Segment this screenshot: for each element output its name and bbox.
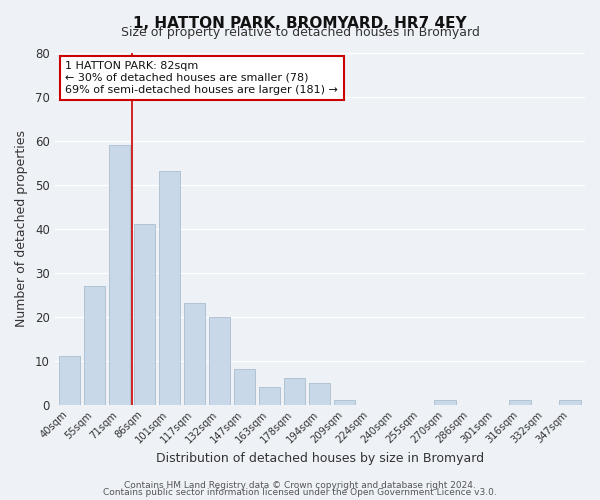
Bar xyxy=(209,316,230,404)
Y-axis label: Number of detached properties: Number of detached properties xyxy=(15,130,28,327)
Text: Size of property relative to detached houses in Bromyard: Size of property relative to detached ho… xyxy=(121,26,479,39)
Text: Contains public sector information licensed under the Open Government Licence v3: Contains public sector information licen… xyxy=(103,488,497,497)
Text: 1, HATTON PARK, BROMYARD, HR7 4EY: 1, HATTON PARK, BROMYARD, HR7 4EY xyxy=(133,16,467,31)
Bar xyxy=(59,356,80,405)
Bar xyxy=(109,145,130,405)
Text: Contains HM Land Registry data © Crown copyright and database right 2024.: Contains HM Land Registry data © Crown c… xyxy=(124,480,476,490)
Bar xyxy=(84,286,106,405)
Bar xyxy=(284,378,305,404)
Bar xyxy=(159,172,181,404)
Bar xyxy=(309,382,331,404)
Bar xyxy=(234,370,256,404)
Bar xyxy=(134,224,155,404)
Text: 1 HATTON PARK: 82sqm
← 30% of detached houses are smaller (78)
69% of semi-detac: 1 HATTON PARK: 82sqm ← 30% of detached h… xyxy=(65,62,338,94)
Bar xyxy=(259,387,280,404)
Bar xyxy=(184,304,205,404)
Bar xyxy=(334,400,355,404)
Bar xyxy=(509,400,530,404)
X-axis label: Distribution of detached houses by size in Bromyard: Distribution of detached houses by size … xyxy=(156,452,484,465)
Bar xyxy=(559,400,581,404)
Bar xyxy=(434,400,455,404)
